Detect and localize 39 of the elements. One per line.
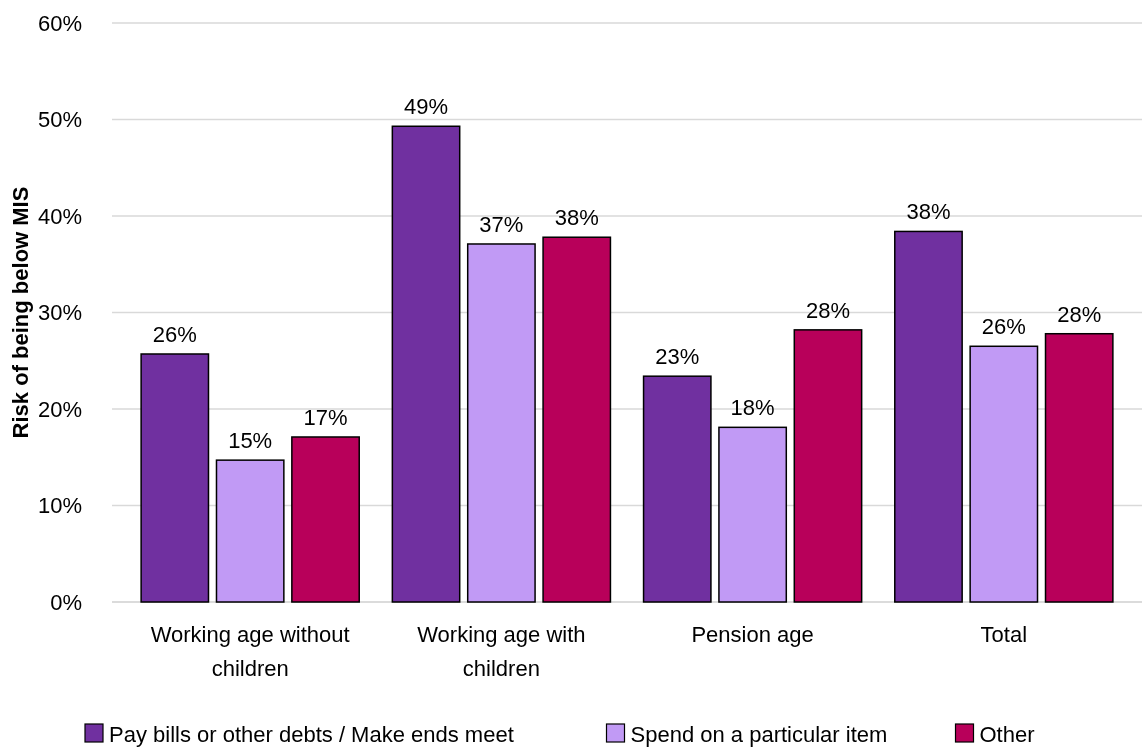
bar [894,230,963,603]
x-tick-label: Working age without children [150,622,350,681]
data-label: 15% [228,428,273,454]
y-tick-label: 10% [37,493,82,519]
x-tick-label: Working age with children [417,622,586,681]
bar [466,243,536,603]
y-tick-label: 30% [37,300,82,326]
data-label: 38% [554,205,599,231]
data-label: 26% [152,321,197,347]
data-label: 38% [906,199,951,225]
data-label: 28% [1057,301,1102,327]
bar [542,236,612,603]
data-label: 17% [303,404,348,430]
data-label: 18% [730,395,775,421]
y-tick-label: 20% [37,396,82,422]
data-label: 28% [805,297,850,323]
legend-label: Spend on a particular item [630,721,888,747]
data-label: 37% [479,211,524,237]
bar [215,459,285,603]
bar [391,125,461,603]
bar [718,426,788,603]
bar [969,345,1039,603]
bar [291,436,360,603]
y-tick-label: 60% [37,10,82,36]
x-tick-label: Pension age [691,622,814,647]
bar [140,353,210,603]
bar [1044,332,1114,603]
x-tick-label: Total [980,622,1028,647]
legend-label: Other [979,721,1035,747]
y-tick-label: 0% [50,589,82,615]
y-axis-title: Risk of being below MIS [8,186,33,439]
data-label: 49% [404,94,449,120]
bar [793,329,863,603]
bar [642,375,712,603]
data-label: 26% [981,314,1026,340]
data-label: 23% [655,344,700,370]
y-tick-label: 50% [37,107,82,133]
legend-label: Pay bills or other debts / Make ends meet [109,721,514,747]
y-tick-label: 40% [37,203,82,229]
